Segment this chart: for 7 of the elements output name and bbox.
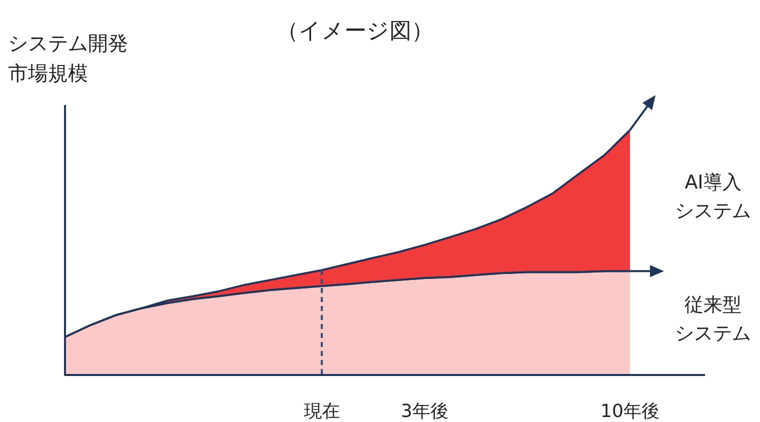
x-tick-label: 現在 xyxy=(304,401,340,422)
y-axis-title: システム開発市場規模 xyxy=(8,31,128,85)
text: 従来型システム xyxy=(675,294,751,345)
x-tick-label: 3年後 xyxy=(400,401,448,422)
text: AI導入システム xyxy=(675,172,751,222)
x-tick-label: 10年後 xyxy=(600,401,660,422)
chart-title: （イメージ図） xyxy=(276,19,434,44)
